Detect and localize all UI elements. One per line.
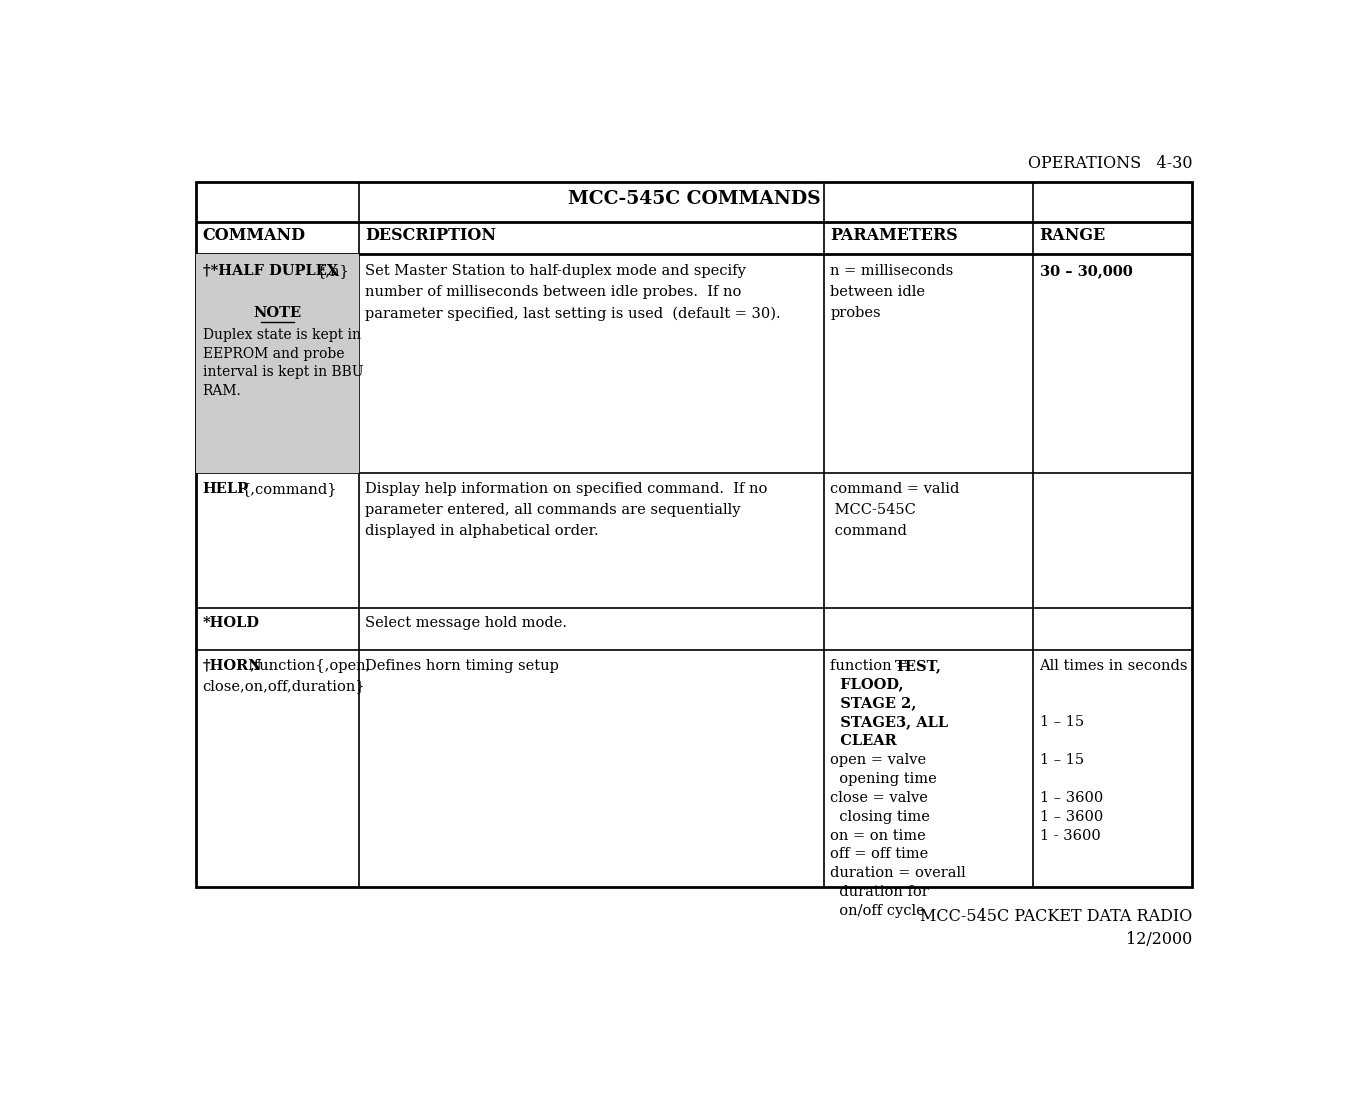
Text: 1 – 15: 1 – 15: [1040, 716, 1083, 729]
Text: 1 – 3600: 1 – 3600: [1040, 810, 1102, 824]
Text: closing time: closing time: [830, 810, 930, 824]
Text: TEST,: TEST,: [895, 659, 941, 672]
Text: *HOLD: *HOLD: [203, 617, 260, 630]
Text: on/off cycle: on/off cycle: [830, 904, 925, 918]
Text: on = on time: on = on time: [830, 828, 926, 843]
Text: n = milliseconds
between idle
probes: n = milliseconds between idle probes: [830, 264, 953, 321]
Bar: [196, 183, 1193, 887]
Text: duration = overall: duration = overall: [830, 866, 965, 880]
Text: Set Master Station to half-duplex mode and specify
number of milliseconds betwee: Set Master Station to half-duplex mode a…: [366, 264, 781, 321]
Text: function =: function =: [830, 659, 914, 672]
Text: †*HALF DUPLEX: †*HALF DUPLEX: [203, 264, 338, 277]
Text: opening time: opening time: [830, 772, 937, 786]
Text: OPERATIONS   4-30: OPERATIONS 4-30: [1028, 155, 1193, 173]
Text: close = valve: close = valve: [830, 791, 929, 805]
Text: NOTE: NOTE: [253, 306, 302, 321]
Text: RANGE: RANGE: [1040, 227, 1106, 245]
Text: Defines horn timing setup: Defines horn timing setup: [366, 659, 559, 672]
Text: ,function{,open,: ,function{,open,: [249, 659, 371, 672]
Text: CLEAR: CLEAR: [830, 735, 898, 748]
Text: {,n}: {,n}: [317, 264, 349, 277]
Text: †HORN: †HORN: [203, 659, 263, 672]
Text: HELP: HELP: [203, 482, 249, 495]
Text: Select message hold mode.: Select message hold mode.: [366, 617, 567, 630]
Text: Duplex state is kept in
EEPROM and probe
interval is kept in BBU
RAM.: Duplex state is kept in EEPROM and probe…: [203, 327, 363, 398]
Text: open = valve: open = valve: [830, 754, 926, 767]
Text: off = off time: off = off time: [830, 847, 929, 861]
Text: STAGE 2,: STAGE 2,: [830, 697, 917, 710]
Text: STAGE3, ALL: STAGE3, ALL: [830, 716, 948, 729]
Text: Display help information on specified command.  If no
parameter entered, all com: Display help information on specified co…: [366, 482, 768, 538]
Text: FLOOD,: FLOOD,: [830, 678, 904, 691]
Text: PARAMETERS: PARAMETERS: [830, 227, 959, 245]
Text: {,command}: {,command}: [241, 482, 337, 495]
Text: DESCRIPTION: DESCRIPTION: [366, 227, 497, 245]
Text: 1 – 3600: 1 – 3600: [1040, 791, 1102, 805]
Text: 1 - 3600: 1 - 3600: [1040, 828, 1101, 843]
Text: 1 – 15: 1 – 15: [1040, 754, 1083, 767]
Text: duration for: duration for: [830, 885, 929, 899]
Text: 30 – 30,000: 30 – 30,000: [1040, 264, 1132, 277]
Bar: [196, 255, 359, 473]
Text: close,on,off,duration}: close,on,off,duration}: [203, 680, 366, 693]
Text: COMMAND: COMMAND: [203, 227, 306, 245]
Text: MCC-545C PACKET DATA RADIO: MCC-545C PACKET DATA RADIO: [919, 908, 1193, 925]
Text: command = valid
 MCC-545C
 command: command = valid MCC-545C command: [830, 482, 960, 538]
Text: All times in seconds: All times in seconds: [1040, 659, 1187, 672]
Text: 12/2000: 12/2000: [1127, 932, 1193, 948]
Text: MCC-545C COMMANDS: MCC-545C COMMANDS: [567, 190, 821, 208]
